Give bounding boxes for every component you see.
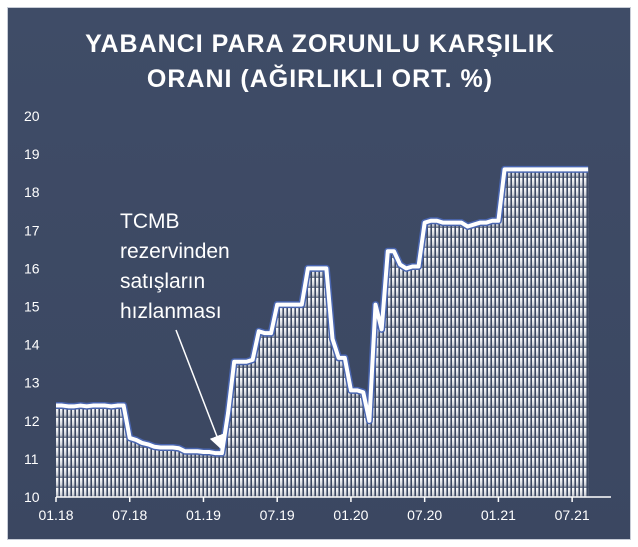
annotation-line-1: TCMB [120, 210, 180, 233]
y-tick-label: 16 [24, 260, 40, 276]
x-tick-label: 07.21 [555, 507, 590, 523]
chart-title-line-1: YABANCI PARA ZORUNLU KARŞILIK [85, 30, 555, 58]
y-tick-label: 17 [24, 222, 40, 238]
annotation-line-3: satışların [120, 270, 205, 293]
chart-title-line-2: ORANI (AĞIRLIKLI ORT. %) [147, 64, 493, 93]
annotation-arrow [175, 329, 224, 451]
y-tick-label: 10 [24, 489, 40, 505]
x-tick-label: 01.19 [186, 507, 221, 523]
x-tick-label: 07.18 [112, 507, 147, 523]
annotation-line-2: rezervinden [120, 240, 230, 263]
y-tick-label: 12 [24, 413, 40, 429]
series-line [56, 167, 589, 456]
chart-svg: YABANCI PARA ZORUNLU KARŞILIK ORANI (AĞI… [24, 30, 611, 523]
y-tick-label: 19 [24, 146, 40, 162]
y-tick-label: 11 [24, 451, 39, 467]
y-tick-label: 14 [24, 337, 40, 353]
x-tick-label: 01.20 [333, 507, 368, 523]
annotation: TCMB rezervinden satışların hızlanması [120, 210, 230, 451]
series-area [56, 169, 589, 497]
x-tick-label: 07.19 [260, 507, 295, 523]
x-tick-label: 07.20 [407, 507, 442, 523]
area-group [56, 165, 589, 497]
x-tick-label: 01.18 [38, 507, 73, 523]
y-tick-label: 15 [24, 299, 40, 315]
y-axis-ticks: 10 11 12 13 14 15 16 17 18 19 20 [24, 108, 40, 505]
y-tick-label: 13 [24, 375, 40, 391]
annotation-line-4: hızlanması [120, 300, 222, 323]
x-axis: 01.18 07.18 01.19 07.19 01.20 07.20 01.21 07.21 [38, 496, 611, 523]
chart-frame: YABANCI PARA ZORUNLU KARŞILIK ORANI (AĞI… [7, 7, 631, 540]
y-tick-label: 18 [24, 184, 40, 200]
y-tick-label: 20 [24, 108, 40, 124]
x-tick-label: 01.21 [481, 507, 516, 523]
